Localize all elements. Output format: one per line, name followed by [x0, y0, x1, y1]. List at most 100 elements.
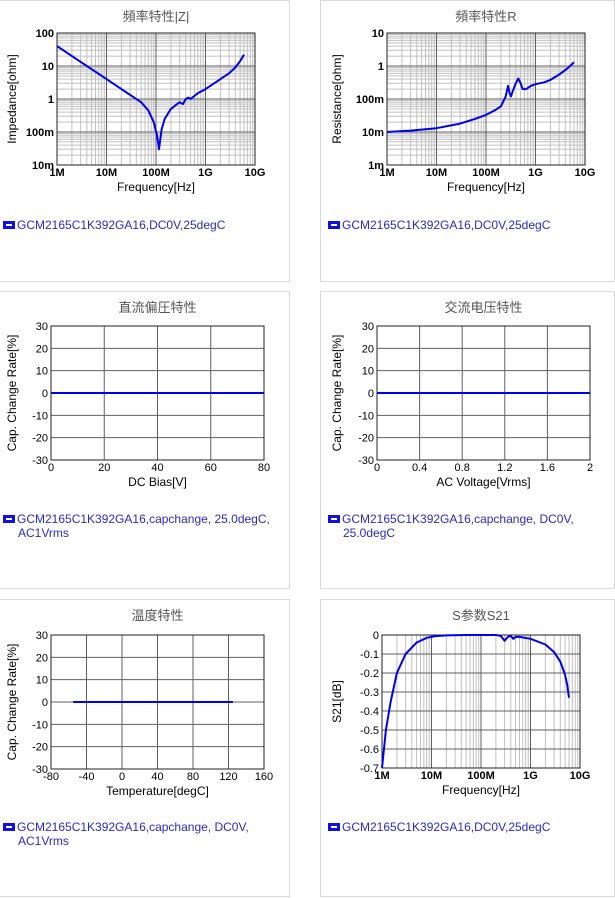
y-tick-label: 10 — [42, 61, 54, 73]
x-tick-label: 100M — [467, 770, 495, 782]
s21-chart: S参数S21 1M 10M 100M 1G 10G 0 -0.1 -0.2 -0.3 -0.4 -0.… — [330, 608, 591, 797]
x-tick-label: 100M — [142, 167, 170, 179]
x-tick-label: 40 — [151, 462, 163, 474]
legend-swatch-icon — [3, 221, 15, 229]
y-axis-label: Resistance[ohm] — [330, 54, 344, 143]
y-tick-label: -0.3 — [360, 687, 379, 699]
x-tick-label: 10G — [570, 770, 591, 782]
x-tick-label: 1.6 — [540, 462, 555, 474]
x-tick-label: 0 — [374, 462, 380, 474]
x-tick-label: 10M — [96, 167, 117, 179]
y-tick-label: -30 — [358, 455, 374, 467]
chart-legend[interactable]: GCM2165C1K392GA16,DC0V,25degC — [328, 218, 550, 232]
y-tick-label: -0.5 — [360, 725, 379, 737]
x-axis-label: Frequency[Hz] — [117, 180, 195, 194]
x-axis-label: Frequency[Hz] — [442, 783, 520, 797]
chart-title: S参数S21 — [452, 608, 510, 623]
y-tick-label: 100 — [36, 28, 54, 40]
data-series-line — [381, 634, 570, 769]
chart-title: 温度特性 — [131, 608, 183, 623]
y-tick-label: 10 — [36, 366, 48, 378]
plot-frame — [50, 634, 265, 770]
legend-swatch-icon — [3, 823, 15, 831]
x-tick-label: 40 — [151, 771, 163, 783]
data-series-line — [56, 45, 245, 151]
x-tick-label: 80 — [187, 771, 199, 783]
chart-title: 頻率特性R — [455, 9, 516, 24]
y-tick-label: 0 — [42, 697, 48, 709]
y-axis-label: Cap. Change Rate[%] — [5, 644, 19, 761]
impedance-chart: 頻率特性|Z| 1M 10M 100M 1G 10G 100 10 1 100m 10m Freque… — [5, 9, 266, 194]
chart-panel-temperature: 温度特性 -80 -40 0 40 80 120 160 30 20 10 0 -10 -20 -30 Tem… — [0, 599, 290, 897]
y-tick-label: 100m — [26, 127, 54, 139]
y-tick-label: -20 — [358, 433, 374, 445]
legend-swatch-icon — [328, 515, 340, 523]
y-tick-label: -10 — [32, 719, 48, 731]
y-tick-label: -10 — [358, 410, 374, 422]
y-tick-label: 1 — [378, 61, 384, 73]
y-tick-label: 0 — [373, 630, 379, 642]
chart-panel-dc-bias: 直流偏圧特性 0 20 40 60 80 30 20 10 0 -10 -20 -30 DC Bias[V… — [0, 291, 290, 589]
x-tick-label: 10G — [245, 167, 266, 179]
x-tick-label: 1M — [379, 167, 394, 179]
y-tick-label: -30 — [32, 764, 48, 776]
x-tick-label: 100M — [472, 167, 500, 179]
y-tick-label: 10 — [372, 28, 384, 40]
y-tick-label: 10m — [362, 127, 384, 139]
y-tick-label: -10 — [32, 410, 48, 422]
chart-title: 交流电压特性 — [444, 300, 522, 315]
chart-legend[interactable]: GCM2165C1K392GA16,DC0V,25degC — [3, 218, 225, 232]
temperature-chart: 温度特性 -80 -40 0 40 80 120 160 30 20 10 0 -10 -20 -30 Tem… — [5, 608, 273, 798]
y-tick-label: -20 — [32, 742, 48, 754]
y-tick-label: 100m — [356, 94, 384, 106]
y-tick-label: 30 — [36, 630, 48, 642]
y-tick-label: 20 — [36, 652, 48, 664]
y-tick-label: 10 — [36, 675, 48, 687]
y-axis-label: Cap. Change Rate[%] — [330, 335, 344, 452]
y-tick-label: -30 — [32, 455, 48, 467]
x-tick-label: 0 — [48, 462, 54, 474]
x-tick-label: 160 — [255, 771, 273, 783]
chart-legend[interactable]: GCM2165C1K392GA16,capchange, DC0V, 25.0d… — [328, 512, 613, 540]
y-tick-label: -0.4 — [360, 706, 379, 718]
y-axis-label: Cap. Change Rate[%] — [5, 335, 19, 452]
plot-frame — [386, 32, 586, 166]
legend-label: GCM2165C1K392GA16,capchange, DC0V, 25.0d… — [342, 512, 574, 540]
y-tick-label: 1m — [368, 160, 384, 172]
legend-swatch-icon — [3, 515, 15, 523]
chart-title: 頻率特性|Z| — [123, 9, 190, 24]
chart-legend[interactable]: GCM2165C1K392GA16,capchange, DC0V, AC1Vr… — [3, 820, 288, 848]
chart-panel-ac-voltage: 交流电压特性 0 0.4 0.8 1.2 1.6 2 30 20 10 0 -10 -20 -30 AC V… — [320, 291, 615, 589]
legend-label: GCM2165C1K392GA16,DC0V,25degC — [17, 218, 226, 232]
x-tick-label: 0.4 — [412, 462, 427, 474]
legend-label: GCM2165C1K392GA16,capchange, 25.0degC, A… — [17, 512, 270, 540]
y-axis-label: S21[dB] — [330, 680, 344, 723]
dc-bias-chart: 直流偏圧特性 0 20 40 60 80 30 20 10 0 -10 -20 -30 DC Bias[V… — [5, 300, 270, 489]
data-series-line — [386, 61, 575, 133]
y-tick-label: -0.6 — [360, 744, 379, 756]
ac-voltage-chart: 交流电压特性 0 0.4 0.8 1.2 1.6 2 30 20 10 0 -10 -20 -30 AC V… — [330, 300, 593, 489]
x-tick-label: 1M — [374, 770, 389, 782]
chart-legend[interactable]: GCM2165C1K392GA16,DC0V,25degC — [328, 820, 550, 834]
x-tick-label: 20 — [98, 462, 110, 474]
y-tick-label: -20 — [32, 433, 48, 445]
x-tick-label: 1G — [528, 167, 543, 179]
chart-legend[interactable]: GCM2165C1K392GA16,capchange, 25.0degC, A… — [3, 512, 288, 540]
y-tick-label: 10 — [362, 366, 374, 378]
legend-label: GCM2165C1K392GA16,capchange, DC0V, AC1Vr… — [17, 820, 249, 848]
x-tick-label: -40 — [79, 771, 95, 783]
y-tick-label: 0 — [368, 388, 374, 400]
x-tick-label: 80 — [258, 462, 270, 474]
chart-title: 直流偏圧特性 — [118, 300, 196, 315]
x-tick-label: 0 — [119, 771, 125, 783]
y-tick-label: 10m — [32, 160, 54, 172]
x-tick-label: 10M — [426, 167, 447, 179]
y-tick-label: 20 — [36, 343, 48, 355]
x-tick-label: 10G — [575, 167, 596, 179]
chart-panel-impedance: 頻率特性|Z| 1M 10M 100M 1G 10G 100 10 1 100m 10m Freque… — [0, 0, 290, 282]
x-axis-label: Frequency[Hz] — [447, 180, 525, 194]
x-tick-label: -80 — [43, 771, 59, 783]
x-axis-label: AC Voltage[Vrms] — [436, 475, 530, 489]
x-tick-label: 120 — [219, 771, 237, 783]
legend-swatch-icon — [328, 823, 340, 831]
